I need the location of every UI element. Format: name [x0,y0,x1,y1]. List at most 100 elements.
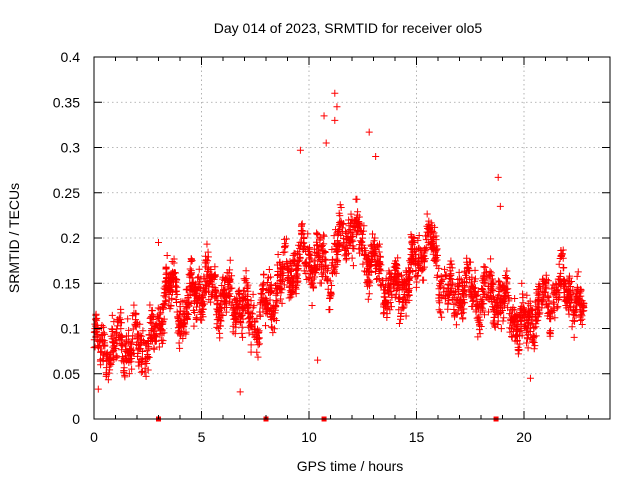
data-point [154,324,162,332]
data-point [288,286,296,294]
data-point [465,265,473,273]
data-point [321,249,329,257]
data-point [433,271,441,279]
data-point [326,295,334,303]
data-point [436,281,444,289]
data-point [245,329,253,337]
data-point [497,309,505,317]
data-point [527,324,535,332]
data-point [175,327,183,335]
data-point [290,258,298,266]
data-point [99,323,107,331]
data-point [155,239,162,247]
data-point [211,294,219,302]
data-point [294,262,302,270]
data-point [503,280,511,288]
data-point [317,279,325,287]
data-point [161,293,169,301]
data-point [141,364,149,372]
data-point [403,271,411,279]
data-point [494,173,502,181]
data-point [472,306,480,314]
data-point [262,322,270,330]
data-point [298,229,306,237]
data-point [466,275,474,283]
data-point [572,312,580,320]
data-point [204,264,212,272]
data-point [94,331,102,339]
data-point [450,294,458,302]
data-point [427,237,435,245]
y-tick-label: 0.2 [61,230,81,246]
data-point [276,265,284,273]
data-point [556,276,564,284]
data-point [433,256,441,264]
data-point [103,371,111,379]
data-point [246,313,254,321]
data-point [384,303,392,311]
data-point [221,286,229,294]
data-point [143,346,151,354]
data-point [127,347,135,355]
data-point [420,263,428,271]
data-point [546,329,554,337]
data-point [297,222,305,230]
data-point [222,298,230,306]
data-point [160,315,168,323]
data-point [280,281,288,289]
data-point [175,311,183,319]
data-point [407,231,415,239]
data-point [269,306,277,314]
data-point [219,273,227,281]
data-point [201,288,209,296]
data-point [435,291,443,299]
x-tick-label: 20 [516,429,532,445]
data-point [144,338,152,346]
data-point [190,298,198,306]
data-point [480,311,488,319]
data-point [508,325,516,333]
data-point [183,316,191,324]
data-point [474,300,482,308]
data-point [155,343,163,351]
data-point [523,327,531,335]
data-point [467,292,475,300]
data-point [319,250,327,258]
data-point [323,275,331,283]
data-point [516,332,524,340]
data-point [205,296,213,304]
data-point [504,292,512,300]
data-point [129,312,137,320]
data-point [520,308,528,316]
data-point [392,290,400,298]
x-tick-label: 10 [301,429,317,445]
data-point [524,300,532,308]
data-point [176,344,184,352]
data-point [473,291,481,299]
data-point [356,222,364,230]
data-point [301,258,309,266]
data-point [449,279,457,287]
data-point [502,274,510,282]
data-point [369,230,377,238]
data-point [496,202,504,210]
data-point [96,356,104,364]
data-point [363,256,371,264]
data-point [559,254,567,262]
data-point [327,288,335,296]
data-point [449,289,457,297]
data-point [419,276,427,284]
data-point [157,309,165,317]
data-point [395,286,403,294]
data-point [414,259,422,267]
data-point [505,297,513,305]
data-point [454,282,462,290]
data-point [289,282,297,290]
data-point [487,272,495,280]
data-point [254,329,262,337]
data-point [122,352,130,360]
data-point [188,280,196,288]
data-point [405,291,413,299]
data-point [342,243,350,251]
data-point [113,316,121,324]
